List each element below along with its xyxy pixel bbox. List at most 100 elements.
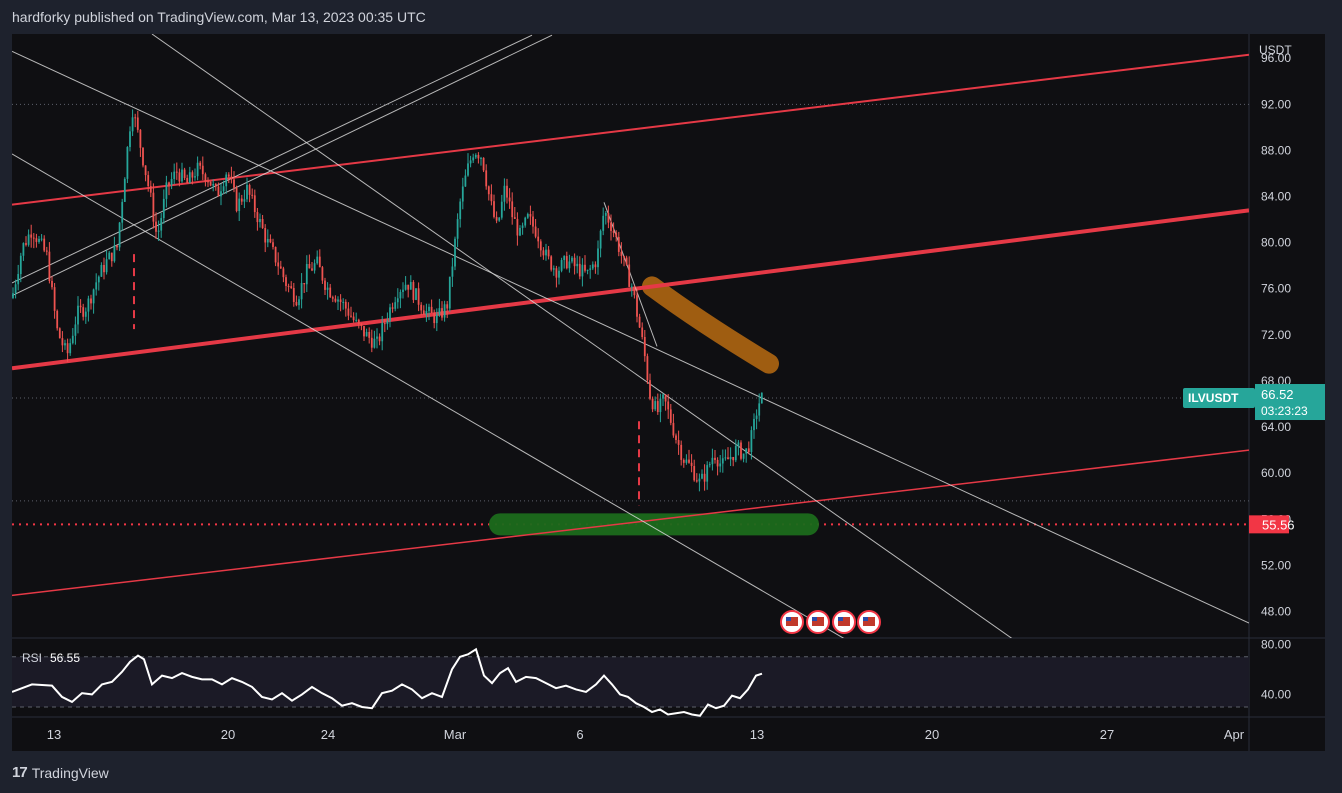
candle-body xyxy=(495,216,498,221)
candle-body xyxy=(443,304,446,318)
candle-body xyxy=(295,301,298,306)
candle-body xyxy=(277,262,280,267)
candle-body xyxy=(84,311,87,317)
price-axis-tick: 64.00 xyxy=(1261,420,1291,434)
candle-body xyxy=(503,185,506,202)
candle-body xyxy=(677,440,680,445)
candle-body xyxy=(261,218,264,229)
candle-body xyxy=(740,442,742,459)
candle-body xyxy=(456,219,459,239)
candle-body xyxy=(97,276,100,283)
candle-body xyxy=(290,286,293,289)
candle-body xyxy=(162,198,165,219)
trendline-white-desc-2[interactable] xyxy=(151,34,1072,681)
candle-body xyxy=(376,336,378,339)
candle-body xyxy=(251,194,254,196)
candle-body xyxy=(365,331,368,337)
candle-body xyxy=(435,314,438,324)
price-axis-tick: 84.00 xyxy=(1261,190,1291,204)
candle-body xyxy=(25,243,27,245)
trendline-white-steep[interactable] xyxy=(603,202,658,347)
candle-body xyxy=(300,283,303,300)
candle-body xyxy=(339,299,342,303)
us-event-flag-icon-2[interactable] xyxy=(832,610,856,634)
main-pane[interactable] xyxy=(12,34,1249,681)
candle-body xyxy=(474,154,477,158)
candle-body xyxy=(178,172,181,182)
candle-body xyxy=(526,214,529,218)
candle-body xyxy=(38,238,40,242)
candle-body xyxy=(186,177,189,184)
candle-body xyxy=(581,264,584,277)
candle-body xyxy=(539,241,542,251)
candle-body xyxy=(381,323,384,342)
candle-body xyxy=(493,201,495,217)
candle-body xyxy=(64,343,66,346)
candle-body xyxy=(396,298,399,303)
candle-body xyxy=(688,459,690,463)
candle-body xyxy=(714,457,716,460)
rsi-pane[interactable] xyxy=(12,647,1249,717)
candle-body xyxy=(716,459,719,467)
candle-body xyxy=(103,265,105,273)
candle-body xyxy=(311,268,313,271)
tradingview-logo[interactable]: 17 TradingView xyxy=(12,764,109,781)
candle-body xyxy=(591,264,594,269)
trendline-red-upper[interactable] xyxy=(12,53,1249,206)
candle-body xyxy=(188,172,191,184)
candle-body xyxy=(129,131,131,148)
candle-body xyxy=(108,252,111,260)
us-event-flag-icon-0[interactable] xyxy=(780,610,804,634)
candle-body xyxy=(425,311,428,315)
candle-body xyxy=(344,301,347,309)
rsi-line[interactable] xyxy=(12,647,763,717)
trendline-red-mid[interactable] xyxy=(12,208,1249,371)
candles[interactable] xyxy=(12,109,763,492)
candle-body xyxy=(43,238,46,251)
trendline-white-asc-1[interactable] xyxy=(12,34,533,284)
candle-body xyxy=(144,165,147,176)
us-event-flag-icon-1[interactable] xyxy=(806,610,830,634)
us-event-flag-icon-3[interactable] xyxy=(857,610,881,634)
trendline-red-lower[interactable] xyxy=(12,449,1249,597)
candle-body xyxy=(370,337,373,348)
candle-body xyxy=(391,307,394,309)
candle-body xyxy=(149,186,152,193)
candle-body xyxy=(441,308,443,318)
candle-body xyxy=(578,263,581,277)
flag-canton xyxy=(838,617,843,621)
candle-body xyxy=(220,191,222,197)
candle-body xyxy=(383,323,386,325)
candle-body xyxy=(407,284,410,290)
candle-body xyxy=(446,304,449,309)
candle-body xyxy=(378,336,381,342)
candle-body xyxy=(599,230,602,249)
trendline-white-asc-2[interactable] xyxy=(12,34,553,297)
time-axis-tick: Apr xyxy=(1224,727,1245,742)
candle-body xyxy=(589,268,592,270)
candle-body xyxy=(118,222,121,248)
candle-body xyxy=(352,316,355,321)
time-axis-tick: 24 xyxy=(321,727,335,742)
candle-body xyxy=(27,234,30,245)
trendline-white-desc-3[interactable] xyxy=(12,153,867,652)
symbol-price-label[interactable]: ILVUSDT 66.52 03:23:23 xyxy=(1183,384,1325,421)
candle-body xyxy=(287,285,290,287)
chart-area[interactable]: RSI 56.55 USDT 96.00 92.00 88.00 84.00 80.00 76.… xyxy=(12,34,1325,751)
trendline-white-desc-1[interactable] xyxy=(12,50,1249,624)
candle-body xyxy=(542,250,545,256)
candle-body xyxy=(420,304,423,311)
candle-body xyxy=(459,201,462,220)
candle-body xyxy=(222,186,225,192)
candle-body xyxy=(477,154,480,159)
candle-body xyxy=(594,264,597,268)
candle-body xyxy=(490,194,493,202)
candle-body xyxy=(355,319,358,321)
candle-body xyxy=(209,181,212,186)
support-price-label[interactable]: 55.56 xyxy=(1249,515,1295,534)
candle-body xyxy=(79,305,82,308)
candle-body xyxy=(347,308,350,316)
candle-body xyxy=(428,306,430,312)
flag-stripes xyxy=(812,617,824,626)
